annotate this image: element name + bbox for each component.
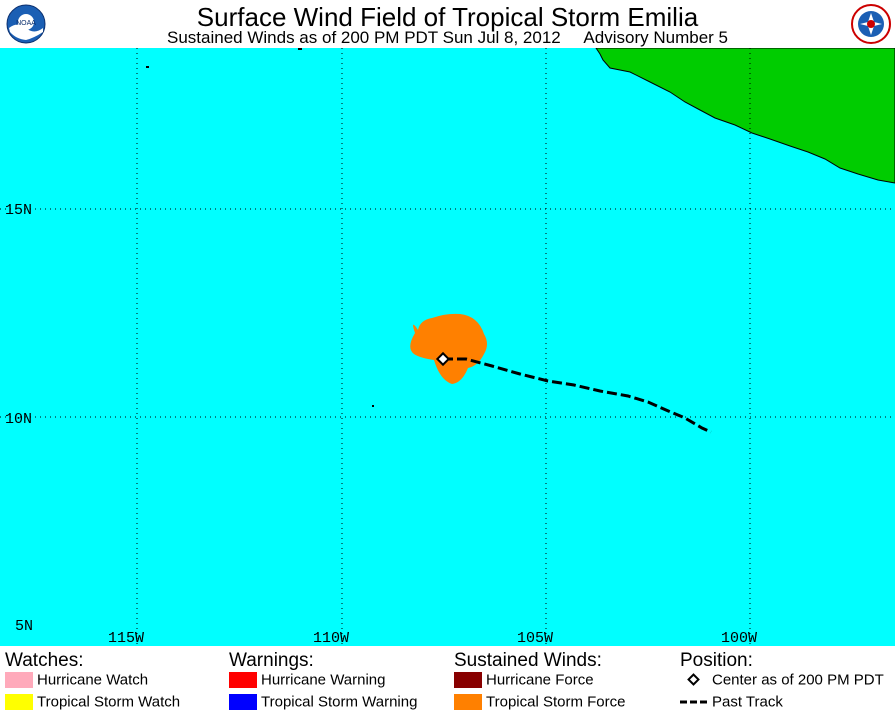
legend-label: Hurricane Warning [261, 671, 386, 689]
legend: Watches: Hurricane Watch Tropical Storm … [0, 646, 895, 716]
lat-label-15n: 15N [5, 202, 32, 219]
tropical-storm-force-wind-field [410, 313, 487, 384]
tropical-storm-force-swatch [454, 694, 482, 711]
legend-item-hurricane-force: Hurricane Force [454, 671, 594, 689]
lon-label-105w: 105W [517, 630, 553, 646]
legend-item-hurricane-watch: Hurricane Watch [5, 671, 148, 689]
past-track-line [443, 357, 712, 434]
lon-label-115w: 115W [108, 630, 144, 646]
map-area: 15N 10N 5N 115W 110W 105W 100W [0, 47, 895, 647]
legend-item-tropical-storm-warning: Tropical Storm Warning [229, 693, 417, 711]
legend-label: Hurricane Watch [37, 671, 149, 689]
legend-item-tropical-storm-watch: Tropical Storm Watch [5, 693, 180, 711]
legend-label: Past Track [712, 693, 783, 711]
legend-item-hurricane-warning: Hurricane Warning [229, 671, 386, 689]
hurricane-watch-swatch [5, 672, 33, 689]
legend-label: Hurricane Force [486, 671, 594, 689]
map-canvas: 15N 10N 5N 115W 110W 105W 100W [0, 47, 895, 647]
dashed-track-icon [680, 694, 708, 710]
island-dot [372, 405, 374, 407]
tropical-storm-warning-swatch [229, 694, 257, 711]
lon-label-110w: 110W [313, 630, 349, 646]
island-dot [146, 66, 149, 68]
header: NOAA Surface Wind Field of Tropical Stor… [0, 0, 895, 48]
map-title: Surface Wind Field of Tropical Storm Emi… [196, 2, 699, 32]
legend-item-center: Center as of 200 PM PDT [680, 671, 884, 689]
legend-heading-watches: Watches: [5, 650, 84, 671]
nws-logo-icon [851, 4, 891, 44]
legend-heading-position: Position: [680, 650, 753, 671]
legend-heading-sustained-winds: Sustained Winds: [454, 650, 602, 671]
hurricane-warning-swatch [229, 672, 257, 689]
legend-label: Tropical Storm Warning [261, 693, 418, 711]
lat-label-5n: 5N [15, 618, 33, 635]
diamond-center-icon [680, 672, 708, 688]
lat-label-10n: 10N [5, 411, 32, 428]
legend-label: Tropical Storm Force [486, 693, 626, 711]
storm-center-marker [435, 351, 451, 367]
noaa-logo-text: NOAA [16, 20, 36, 27]
legend-label: Tropical Storm Watch [37, 693, 181, 711]
tropical-storm-watch-swatch [5, 694, 33, 711]
lat-lon-grid [0, 48, 895, 646]
map-subtitle: Sustained Winds as of 200 PM PDT Sun Jul… [167, 28, 728, 47]
lon-label-100w: 100W [721, 630, 757, 646]
island-dot [298, 48, 302, 50]
hurricane-force-swatch [454, 672, 482, 689]
legend-label: Center as of 200 PM PDT [712, 671, 884, 689]
land-mexico-coast [595, 47, 895, 184]
legend-heading-warnings: Warnings: [229, 650, 314, 671]
legend-item-past-track: Past Track [680, 693, 783, 711]
noaa-logo-icon: NOAA [6, 4, 46, 44]
legend-item-tropical-storm-force: Tropical Storm Force [454, 693, 625, 711]
